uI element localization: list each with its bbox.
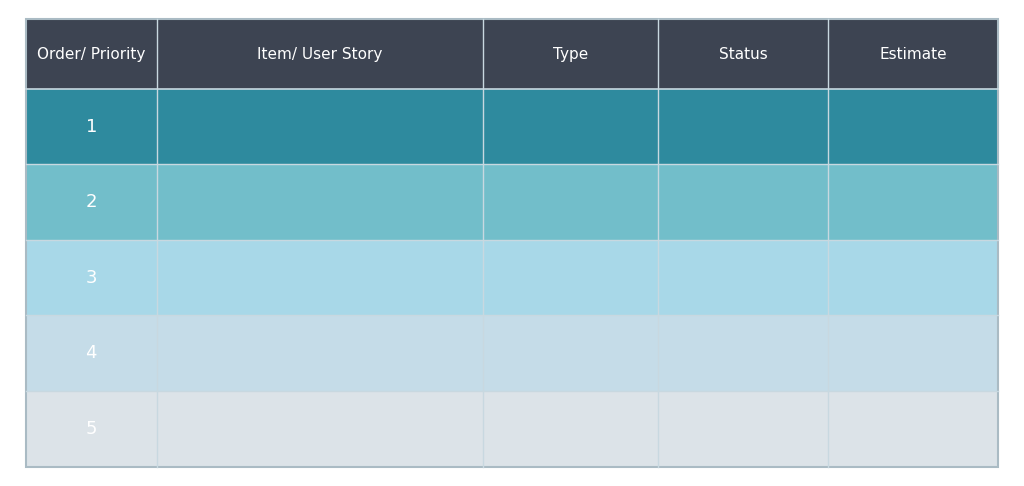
Text: 3: 3 xyxy=(86,269,97,287)
Bar xyxy=(483,89,657,164)
Bar xyxy=(828,164,998,240)
Bar xyxy=(483,391,657,467)
Bar xyxy=(26,240,157,315)
Bar xyxy=(157,19,483,89)
Bar xyxy=(157,240,483,315)
Bar xyxy=(157,391,483,467)
Bar xyxy=(483,315,657,391)
Bar xyxy=(157,89,483,164)
Text: 1: 1 xyxy=(86,118,97,136)
Text: Status: Status xyxy=(719,47,767,62)
Bar xyxy=(483,164,657,240)
Text: Item/ User Story: Item/ User Story xyxy=(257,47,383,62)
Text: Order/ Priority: Order/ Priority xyxy=(37,47,145,62)
Bar xyxy=(828,315,998,391)
Bar xyxy=(828,89,998,164)
Bar xyxy=(657,164,828,240)
Text: 4: 4 xyxy=(86,344,97,362)
Text: Estimate: Estimate xyxy=(880,47,947,62)
Bar xyxy=(828,391,998,467)
Bar xyxy=(26,391,157,467)
Bar xyxy=(26,164,157,240)
Bar xyxy=(26,89,157,164)
Bar xyxy=(483,240,657,315)
Bar xyxy=(157,315,483,391)
Bar xyxy=(26,19,157,89)
Bar xyxy=(657,315,828,391)
Bar xyxy=(26,315,157,391)
Bar xyxy=(157,164,483,240)
Text: 2: 2 xyxy=(86,193,97,211)
Text: 5: 5 xyxy=(86,420,97,438)
Bar xyxy=(657,89,828,164)
Bar xyxy=(657,240,828,315)
Text: Type: Type xyxy=(553,47,588,62)
Bar xyxy=(828,19,998,89)
Bar xyxy=(828,240,998,315)
Bar xyxy=(657,19,828,89)
Bar xyxy=(483,19,657,89)
Bar xyxy=(657,391,828,467)
